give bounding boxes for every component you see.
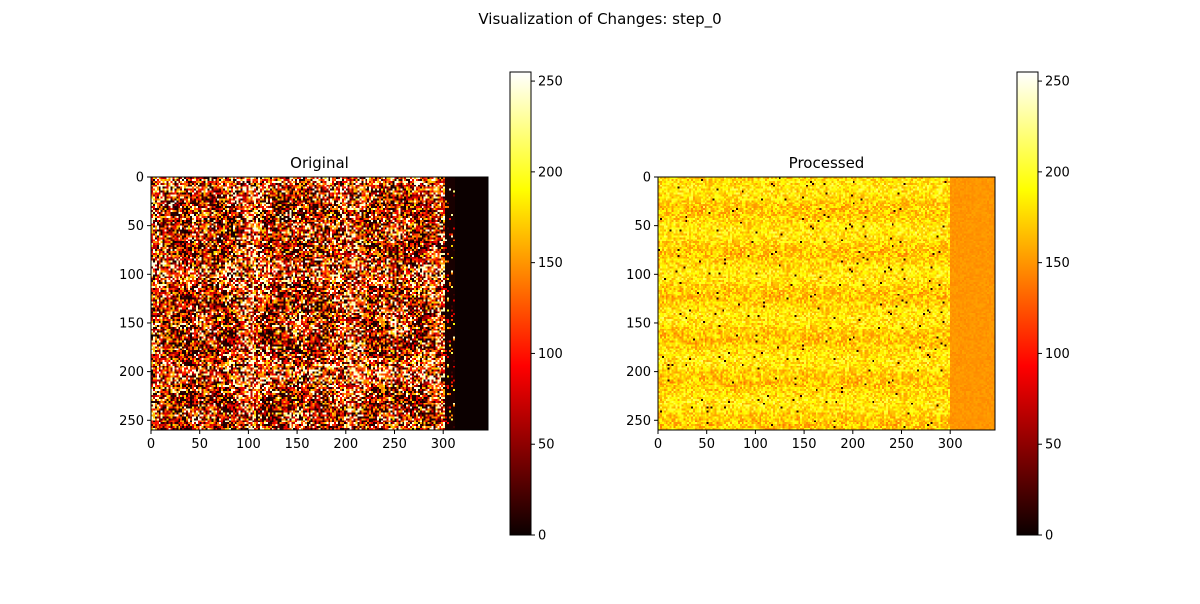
- colorbar-tick-label: 100: [538, 347, 563, 362]
- colorbar-tick-label: 0: [1045, 529, 1053, 544]
- figure-title: Visualization of Changes: step_0: [478, 10, 721, 29]
- colorbar-tick-label: 150: [1045, 256, 1070, 271]
- axes-frame: [150, 176, 489, 431]
- x-tick-label: 200: [333, 437, 358, 452]
- y-tick-label: 150: [119, 316, 144, 331]
- colorbar-tick-label: 0: [538, 529, 546, 544]
- heatmap-image: [658, 177, 995, 430]
- x-tick-label: 150: [792, 437, 817, 452]
- colorbar-tick-label: 250: [538, 75, 563, 90]
- colorbar-tick-label: 50: [538, 438, 555, 453]
- colorbar-tick-label: 150: [538, 256, 563, 271]
- x-tick-label: 250: [889, 437, 914, 452]
- y-tick-label: 150: [626, 316, 651, 331]
- colorbar-tick-label: 200: [1045, 165, 1070, 180]
- axes-frame: [657, 176, 996, 431]
- x-tick-label: 100: [743, 437, 768, 452]
- y-tick-label: 250: [119, 414, 144, 429]
- colorbar: [1016, 71, 1039, 536]
- heatmap-image: [151, 177, 488, 430]
- colorbar-tick-label: 100: [1045, 347, 1070, 362]
- colorbar-tick-label: 200: [538, 165, 563, 180]
- axes-title: Processed: [789, 154, 865, 172]
- x-tick-label: 150: [285, 437, 310, 452]
- x-tick-label: 50: [698, 437, 715, 452]
- y-tick-label: 50: [634, 219, 651, 234]
- panel-original: Original 0 50 100 150 200 250 300 0 50 100 150 200 25…: [119, 71, 563, 544]
- x-tick-label: 300: [431, 437, 456, 452]
- y-tick-label: 250: [626, 414, 651, 429]
- x-tick-label: 200: [840, 437, 865, 452]
- x-tick-label: 50: [191, 437, 208, 452]
- colorbar-tick-label: 250: [1045, 75, 1070, 90]
- x-tick-label: 250: [382, 437, 407, 452]
- colorbar: [509, 71, 532, 536]
- y-tick-label: 50: [127, 219, 144, 234]
- axes-title: Original: [290, 154, 349, 172]
- x-tick-label: 100: [236, 437, 261, 452]
- y-tick-label: 200: [626, 365, 651, 380]
- panels: Original 0 50 100 150 200 250 300 0 50 100 150 200 25…: [119, 71, 1070, 544]
- x-tick-label: 300: [938, 437, 963, 452]
- y-tick-label: 0: [643, 171, 651, 186]
- y-tick-label: 200: [119, 365, 144, 380]
- x-tick-label: 0: [654, 437, 662, 452]
- y-tick-label: 0: [136, 171, 144, 186]
- panel-processed: Processed 0 50 100 150 200 250 300 0 50 100 150 200 2…: [626, 71, 1070, 544]
- y-tick-label: 100: [626, 268, 651, 283]
- colorbar-tick-label: 50: [1045, 438, 1062, 453]
- y-tick-label: 100: [119, 268, 144, 283]
- x-tick-label: 0: [147, 437, 155, 452]
